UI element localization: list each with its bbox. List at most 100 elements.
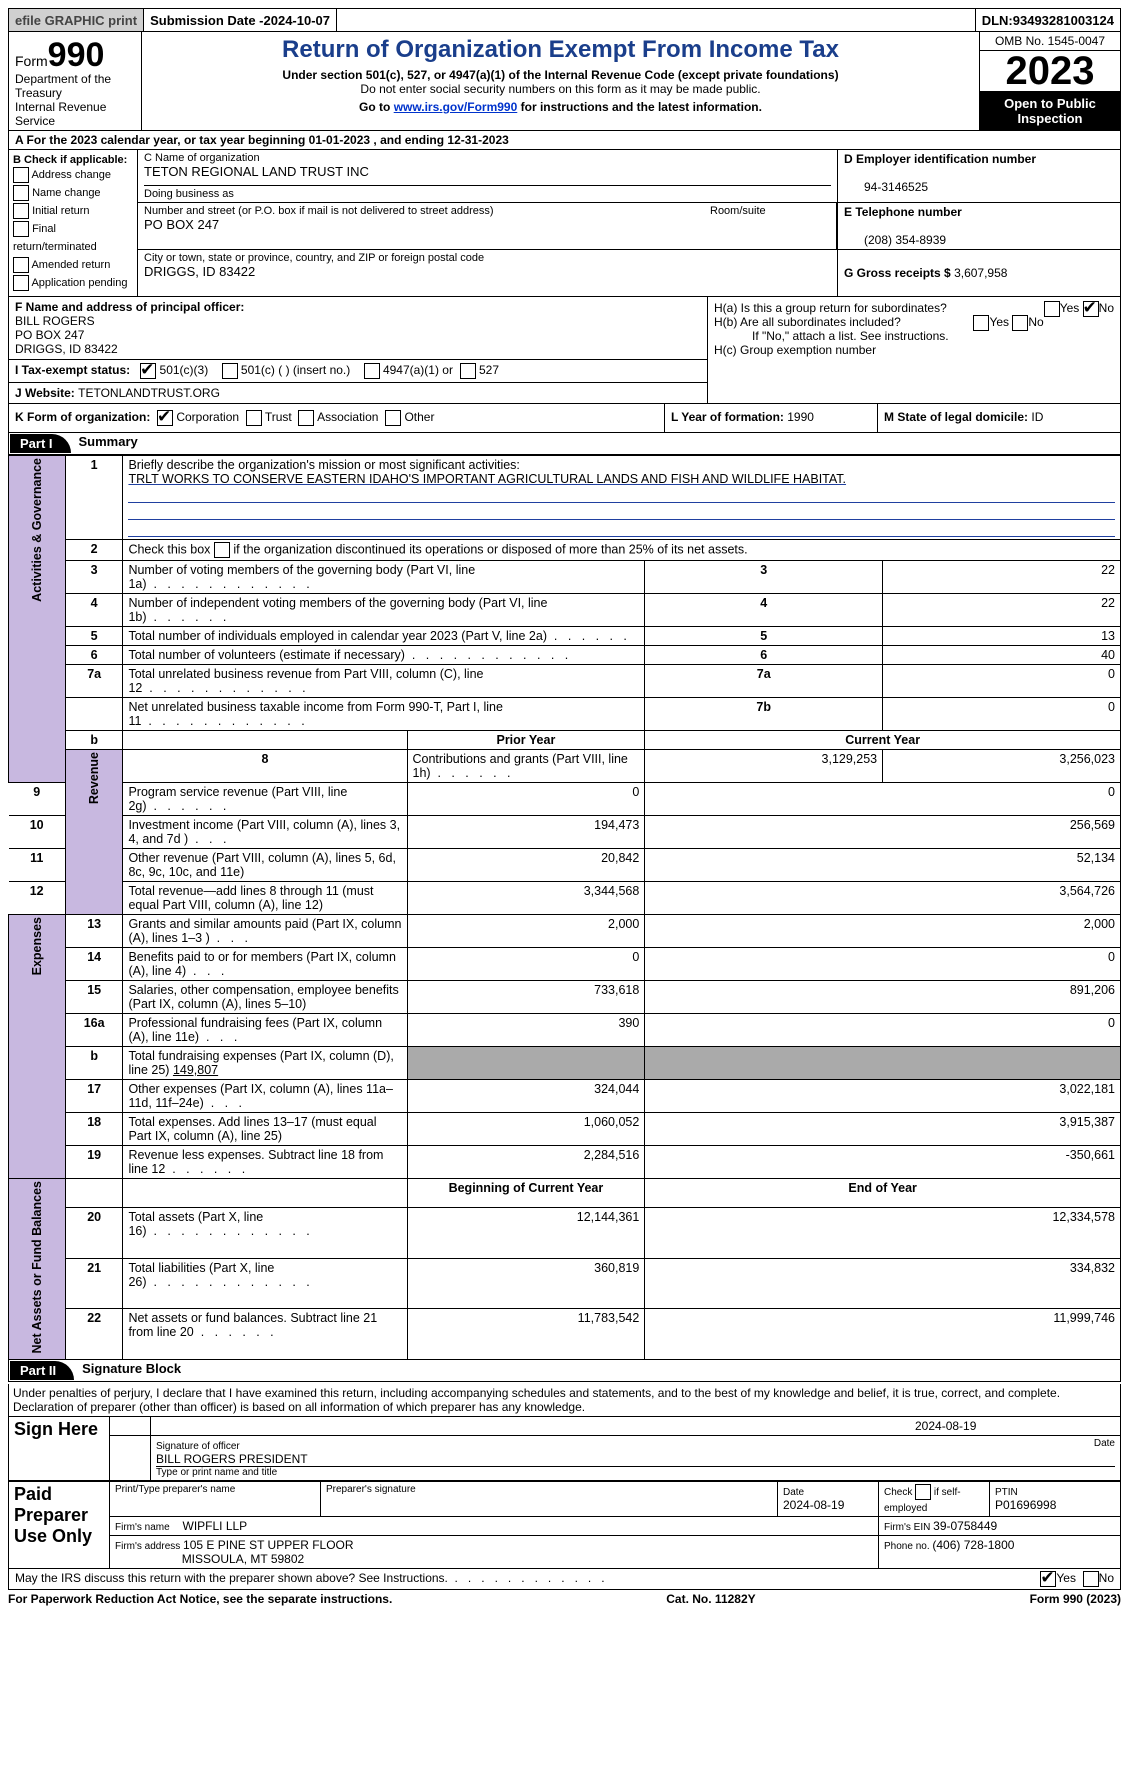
checkbox-ha-no[interactable] (1083, 301, 1099, 317)
line-7a-desc: Total unrelated business revenue from Pa… (123, 665, 645, 698)
line-3-desc: Number of voting members of the governin… (123, 561, 645, 594)
line-8-prior: 3,129,253 (645, 750, 883, 783)
line-7b-val: 0 (883, 698, 1121, 731)
line-14-curr: 0 (645, 948, 1121, 981)
form-label: Form (15, 53, 48, 69)
section-j: J Website: TETONLANDTRUST.ORG (9, 382, 707, 403)
line-21-end: 334,832 (645, 1258, 1121, 1308)
checkbox-self-employed[interactable] (915, 1484, 931, 1500)
form-footer: Form 990 (2023) (1030, 1592, 1121, 1606)
checkbox-501c[interactable] (222, 363, 238, 379)
submission-date: Submission Date - 2024-10-07 (144, 9, 337, 31)
line-21-begin: 360,819 (407, 1258, 645, 1308)
hc-label: H(c) Group exemption number (714, 343, 1114, 357)
part2-title: Signature Block (82, 1361, 181, 1380)
perjury-text: Under penalties of perjury, I declare th… (8, 1384, 1121, 1416)
paid-preparer-label: Paid Preparer Use Only (9, 1481, 110, 1568)
self-employed-cell: Check if self-employed (879, 1481, 990, 1516)
checkbox-hb-no[interactable] (1012, 315, 1028, 331)
irs-link[interactable]: www.irs.gov/Form990 (394, 100, 518, 114)
prep-date-val: 2024-08-19 (783, 1498, 844, 1512)
submission-date-label: Submission Date - (150, 13, 263, 28)
checkbox-trust[interactable] (246, 410, 262, 426)
line-11-desc: Other revenue (Part VIII, column (A), li… (123, 849, 407, 882)
line-3-val: 22 (883, 561, 1121, 594)
line-4-val: 22 (883, 594, 1121, 627)
line-16b-prior (407, 1047, 645, 1080)
firm-addr1: 105 E PINE ST UPPER FLOOR (183, 1538, 354, 1552)
checkbox-application-pending[interactable] (13, 275, 29, 291)
part1-tab: Part I (10, 434, 71, 453)
line-8-desc: Contributions and grants (Part VIII, lin… (407, 750, 645, 783)
form-subtitle-2: Do not enter social security numbers on … (148, 82, 973, 96)
checkbox-corporation[interactable] (157, 410, 173, 426)
checkbox-name-change[interactable] (13, 185, 29, 201)
firm-addr-label: Firm's address (115, 1541, 183, 1552)
ptin-hdr: PTIN (995, 1487, 1018, 1498)
part1-header: Part I Summary (8, 433, 1121, 455)
line-6-val: 40 (883, 646, 1121, 665)
checkbox-initial-return[interactable] (13, 203, 29, 219)
line-12-desc: Total revenue—add lines 8 through 11 (mu… (123, 882, 407, 915)
checkbox-discuss-yes[interactable] (1040, 1571, 1056, 1587)
line-16b-curr (645, 1047, 1121, 1080)
tel-value: (208) 354-8939 (844, 233, 946, 247)
checkbox-address-change[interactable] (13, 167, 29, 183)
sig-of-officer-label: Signature of officer (156, 1441, 240, 1452)
type-print-label: Type or print name and title (156, 1466, 1115, 1478)
website-label: J Website: (15, 386, 78, 400)
line-9-curr: 0 (645, 783, 1121, 816)
checkbox-final-return[interactable] (13, 221, 29, 237)
line-16a-prior: 390 (407, 1014, 645, 1047)
preparer-sig-hdr: Preparer's signature (321, 1481, 778, 1516)
firm-addr2: MISSOULA, MT 59802 (182, 1552, 305, 1566)
efile-print-button[interactable]: efile GRAPHIC print (9, 9, 144, 31)
line-13-curr: 2,000 (645, 915, 1121, 948)
gross-value: 3,607,958 (954, 266, 1007, 280)
gross-label: G Gross receipts $ (844, 266, 954, 280)
checkbox-amended-return[interactable] (13, 257, 29, 273)
tax-exempt-label: I Tax-exempt status: (15, 363, 130, 377)
line-11-curr: 52,134 (645, 849, 1121, 882)
line-14-prior: 0 (407, 948, 645, 981)
line-2: Check this box if the organization disco… (123, 540, 1121, 561)
city-cell: City or town, state or province, country… (138, 250, 838, 296)
ein-value: 94-3146525 (844, 180, 928, 194)
section-b-label: B Check if applicable: (13, 154, 133, 166)
checkbox-association[interactable] (298, 410, 314, 426)
checkbox-501c3[interactable] (140, 363, 156, 379)
vlabel-governance: Activities & Governance (9, 456, 66, 783)
dln: DLN: 93493281003124 (976, 9, 1120, 31)
line-19-desc: Revenue less expenses. Subtract line 18 … (123, 1146, 407, 1179)
firm-phone: (406) 728-1800 (932, 1538, 1014, 1552)
checkbox-527[interactable] (460, 363, 476, 379)
checkbox-other[interactable] (385, 410, 401, 426)
form-num: 990 (48, 36, 105, 74)
form-header: Form990 Department of the Treasury Inter… (8, 32, 1121, 131)
hdr-begin-year: Beginning of Current Year (407, 1179, 645, 1208)
line-22-desc: Net assets or fund balances. Subtract li… (123, 1309, 407, 1360)
officer-name: BILL ROGERS (15, 314, 95, 328)
checkbox-ha-yes[interactable] (1044, 301, 1060, 317)
officer-addr1: PO BOX 247 (15, 328, 84, 342)
checkbox-discontinued[interactable] (214, 542, 230, 558)
line-12-curr: 3,564,726 (645, 882, 1121, 915)
line-16a-curr: 0 (645, 1014, 1121, 1047)
prep-date-hdr: Date (783, 1487, 804, 1498)
cat-number: Cat. No. 11282Y (666, 1592, 755, 1606)
city-value: DRIGGS, ID 83422 (144, 264, 255, 279)
row-a-tax-year: A For the 2023 calendar year, or tax yea… (8, 131, 1121, 150)
officer-label: F Name and address of principal officer: (15, 300, 244, 314)
preparer-name-hdr: Print/Type preparer's name (110, 1481, 321, 1516)
sign-here-label: Sign Here (9, 1416, 110, 1480)
dba-label: Doing business as (144, 188, 234, 200)
checkbox-4947a1[interactable] (364, 363, 380, 379)
part2-header: Part II Signature Block (8, 1360, 1121, 1382)
checkbox-discuss-no[interactable] (1083, 1571, 1099, 1587)
firm-ein-label: Firm's EIN (884, 1522, 933, 1533)
line-20-end: 12,334,578 (645, 1208, 1121, 1258)
checkbox-hb-yes[interactable] (973, 315, 989, 331)
discuss-text: May the IRS discuss this return with the… (15, 1571, 448, 1585)
room-label: Room/suite (710, 205, 766, 217)
section-bcd: B Check if applicable: Address change Na… (8, 150, 1121, 297)
